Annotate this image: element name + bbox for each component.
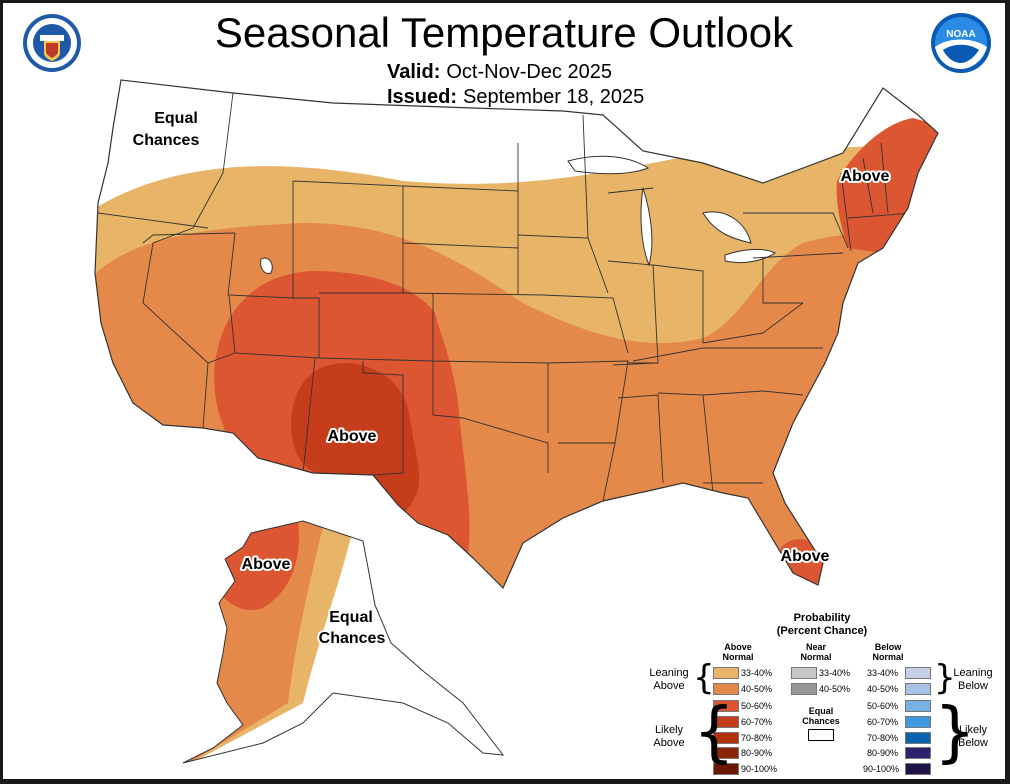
label-above-60-70: 60-70% xyxy=(741,717,773,727)
label-above-33-40: 33-40% xyxy=(741,668,773,678)
leaning-below-label: Leaning Below xyxy=(947,667,999,693)
lake-erie xyxy=(724,248,776,264)
swatch-below-33-40 xyxy=(905,667,931,679)
label-above-southwest: Above xyxy=(328,428,377,445)
label-below-60-70: 60-70% xyxy=(867,717,899,727)
swatch-above-70-80 xyxy=(713,732,739,744)
swatch-near-33-40 xyxy=(791,667,817,679)
label-below-33-40: 33-40% xyxy=(867,668,899,678)
likely-below-label: Likely Below xyxy=(947,724,999,750)
near-header-line2: Normal xyxy=(800,652,832,662)
label-below-90-100: 90-100% xyxy=(863,764,900,774)
label-below-40-50: 40-50% xyxy=(867,684,899,694)
label-below-80-90: 80-90% xyxy=(867,748,899,758)
label-above-northeast: Above xyxy=(841,168,890,185)
label-above-40-50: 40-50% xyxy=(741,684,773,694)
swatch-above-33-40 xyxy=(713,667,739,679)
leaning-above-brace: { xyxy=(693,658,715,698)
valid-value: Oct-Nov-Dec 2025 xyxy=(446,61,612,83)
above-normal-header: Above Normal xyxy=(711,642,765,662)
swatch-below-50-60 xyxy=(905,700,931,712)
leaning-above-line1: Leaning xyxy=(649,667,689,679)
below-normal-header: Below Normal xyxy=(861,642,915,662)
below-header-line1: Below xyxy=(874,642,902,652)
valid-label: Valid: xyxy=(387,61,441,83)
label-above-alaska: Above xyxy=(242,556,291,573)
issued-label: Issued: xyxy=(387,86,458,108)
legend-title-line2: (Percent Chance) xyxy=(776,625,868,637)
swatch-equal-chances xyxy=(808,729,834,741)
likely-above-brace: { xyxy=(693,693,735,770)
below-header-line2: Normal xyxy=(872,652,904,662)
label-near-40-50: 40-50% xyxy=(819,684,851,694)
above-header-line2: Normal xyxy=(722,652,754,662)
label-above-50-60: 50-60% xyxy=(741,701,773,711)
conus-alaska-map: Equal Chances Above Above Above Above Eq… xyxy=(23,13,991,764)
likely-below-brace: } xyxy=(934,693,976,770)
department-of-commerce-seal xyxy=(23,14,81,72)
equal-chances-legend-label: Equal Chances xyxy=(793,706,849,726)
valid-period: Valid: Oct-Nov-Dec 2025 xyxy=(387,61,612,84)
near-header-line1: Near xyxy=(805,642,826,652)
conus-outline xyxy=(94,79,939,590)
label-above-70-80: 70-80% xyxy=(741,733,773,743)
label-equal-nw-line2: Chances xyxy=(133,132,200,149)
swatch-above-90-100 xyxy=(713,763,739,775)
swatch-near-40-50 xyxy=(791,683,817,695)
likely-above-label: Likely Above xyxy=(645,724,693,750)
conus-shading xyxy=(95,80,938,588)
lake-superior xyxy=(567,155,650,175)
label-below-70-80: 70-80% xyxy=(867,733,899,743)
outlook-map-frame: Equal Chances Above Above Above Above Eq… xyxy=(3,3,1005,779)
leaning-above-line2: Above xyxy=(653,680,685,692)
label-equal-ak-line1: Equal xyxy=(329,609,373,626)
swatch-below-80-90 xyxy=(905,747,931,759)
swatch-above-60-70 xyxy=(713,716,739,728)
above-header-line1: Above xyxy=(724,642,752,652)
noaa-logo: NOAA xyxy=(931,13,991,73)
alaska-outline xyxy=(182,520,505,764)
great-salt-lake xyxy=(260,257,273,274)
likely-below-line2: Below xyxy=(958,737,988,749)
likely-below-line1: Likely xyxy=(958,724,988,736)
issued-date: Issued: September 18, 2025 xyxy=(387,86,644,109)
probability-legend: Probability (Percent Chance) Above Norma… xyxy=(643,603,1003,779)
likely-above-line1: Likely xyxy=(654,724,684,736)
label-near-33-40: 33-40% xyxy=(819,668,851,678)
equal-legend-line2: Chances xyxy=(802,716,840,726)
likely-above-line2: Above xyxy=(653,737,685,749)
equal-legend-line1: Equal xyxy=(808,706,834,716)
issued-value: September 18, 2025 xyxy=(463,86,645,108)
swatch-below-90-100 xyxy=(905,763,931,775)
label-equal-ak-line2: Chances xyxy=(319,630,386,647)
likely-above-60-70-southwest xyxy=(291,363,420,528)
state-boundaries xyxy=(97,92,914,502)
leaning-above-label: Leaning Above xyxy=(645,667,693,693)
swatch-below-40-50 xyxy=(905,683,931,695)
legend-title-line1: Probability xyxy=(793,612,851,624)
lake-huron xyxy=(702,211,752,244)
label-below-50-60: 50-60% xyxy=(867,701,899,711)
leaning-below-brace: } xyxy=(934,658,956,698)
page-title: Seasonal Temperature Outlook xyxy=(214,9,794,56)
label-above-florida: Above xyxy=(781,548,830,565)
svg-text:NOAA: NOAA xyxy=(946,29,975,40)
swatch-above-40-50 xyxy=(713,683,739,695)
swatch-above-50-60 xyxy=(713,700,739,712)
swatch-above-80-90 xyxy=(713,747,739,759)
swatch-below-70-80 xyxy=(905,732,931,744)
leaning-below-line2: Below xyxy=(958,680,988,692)
near-normal-header: Near Normal xyxy=(789,642,843,662)
label-above-90-100: 90-100% xyxy=(741,764,778,774)
label-equal-nw-line1: Equal xyxy=(154,110,198,127)
label-above-80-90: 80-90% xyxy=(741,748,773,758)
swatch-below-60-70 xyxy=(905,716,931,728)
leaning-below-line1: Leaning xyxy=(953,667,993,679)
